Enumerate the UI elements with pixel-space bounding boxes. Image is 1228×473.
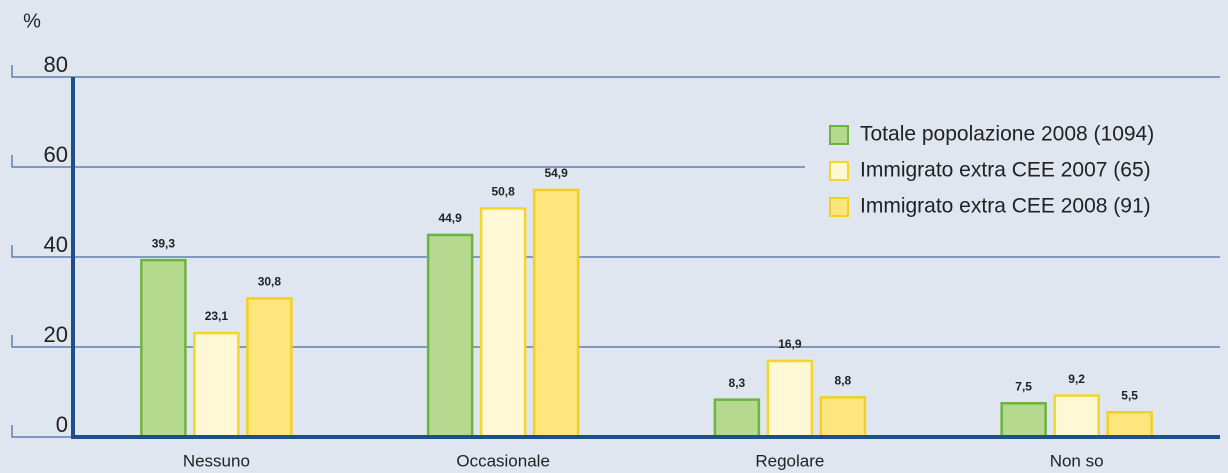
y-tick-label: 80 [44, 52, 68, 77]
tick-mark [11, 65, 73, 78]
value-label: 5,5 [1121, 388, 1138, 402]
bar [1053, 394, 1100, 439]
bar [1106, 411, 1153, 439]
bar [426, 233, 474, 439]
y-axis-label: % [23, 10, 41, 32]
x-tick-label: Nessuno [183, 451, 250, 470]
bar [1000, 402, 1047, 439]
legend-label: Totale popolazione 2008 (1094) [860, 123, 1154, 146]
tick-mark [11, 245, 73, 258]
value-label: 44,9 [438, 211, 462, 225]
bar [713, 398, 761, 439]
value-label: 16,9 [778, 337, 802, 351]
value-label: 39,3 [152, 236, 176, 250]
value-label: 7,5 [1015, 379, 1032, 393]
tick-mark [11, 335, 73, 348]
bar [532, 188, 580, 439]
legend-box [805, 120, 1228, 232]
legend-label: Immigrato extra CEE 2007 (65) [860, 159, 1151, 182]
x-tick-label: Occasionale [456, 451, 550, 470]
value-label: 23,1 [205, 309, 229, 323]
bar [246, 297, 293, 439]
bar [819, 396, 867, 439]
bar [479, 207, 527, 439]
value-label: 54,9 [544, 166, 568, 180]
value-label: 9,2 [1068, 372, 1085, 386]
bar [193, 331, 240, 439]
x-tick-label: Non so [1050, 451, 1104, 470]
value-label: 30,8 [258, 275, 282, 289]
tick-mark [11, 155, 73, 168]
y-tick-label: 20 [44, 322, 68, 347]
legend-swatch [829, 125, 849, 145]
y-tick-label: 60 [44, 142, 68, 167]
tick-mark [11, 425, 73, 438]
legend-swatch [829, 197, 849, 217]
y-tick-label: 0 [56, 412, 68, 437]
legend-label: Immigrato extra CEE 2008 (91) [860, 195, 1151, 218]
value-label: 50,8 [491, 185, 515, 199]
bar [766, 359, 814, 439]
value-label: 8,8 [835, 374, 852, 388]
value-label: 8,3 [729, 376, 746, 390]
legend-swatch [829, 161, 849, 181]
bar [140, 258, 187, 439]
x-tick-label: Regolare [755, 451, 824, 470]
y-tick-label: 40 [44, 232, 68, 257]
